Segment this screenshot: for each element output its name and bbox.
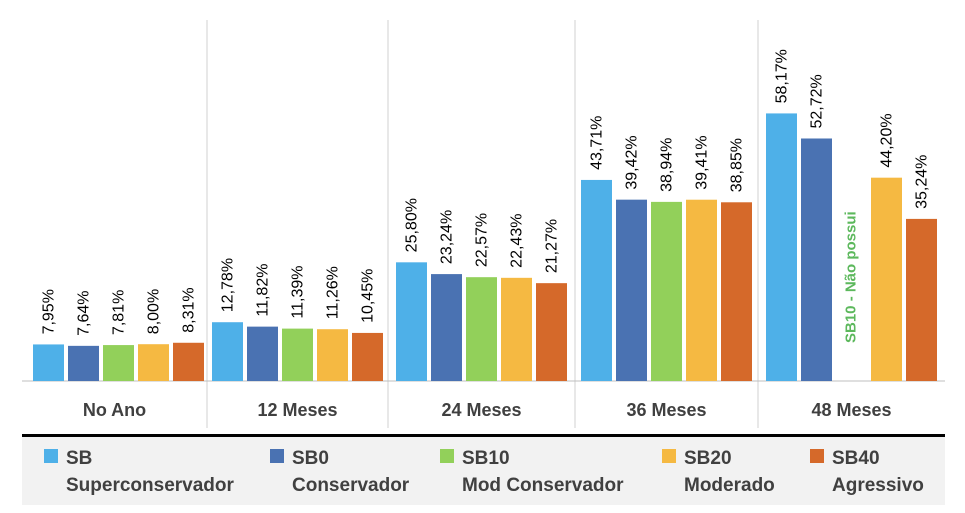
bar-sb20-12-meses [317, 329, 348, 381]
legend-label-sb0-line2: Conservador [292, 475, 410, 496]
category-label-36-meses: 36 Meses [626, 400, 706, 420]
data-label-sb20-12-meses: 11,26% [325, 266, 342, 319]
annotation-sb10-missing: SB10 - Não possui [842, 211, 859, 343]
data-label-sb10-no-ano: 7,81% [111, 290, 128, 335]
bar-sb0-36-meses [616, 199, 647, 381]
bar-sb20-48-meses [871, 177, 902, 381]
data-label-sb-no-ano: 7,95% [41, 289, 58, 334]
legend: SB Superconservador SB0 Conservador SB10 Mo… [22, 434, 945, 505]
bar-sb10-36-meses [651, 201, 682, 381]
data-label-sb0-48-meses: 52,72% [809, 74, 826, 128]
data-label-sb10-12-meses: 11,39% [290, 266, 307, 319]
bar-chart: 7,95% 7,64% 7,81% 8,00% 8,31% No Ano 12,78% 11,… [22, 20, 945, 428]
legend-swatch-sb40 [810, 449, 824, 463]
bar-sb20-24-meses [501, 277, 532, 381]
legend-swatch-sb0 [270, 449, 284, 463]
bar-sb-36-meses [581, 179, 612, 381]
data-label-sb-36-meses: 43,71% [589, 116, 606, 170]
bar-sb-24-meses [396, 262, 427, 381]
legend-label-sb10-line2: Mod Conservador [462, 475, 624, 496]
category-label-24-meses: 24 Meses [441, 400, 521, 420]
category-label-no-ano: No Ano [83, 400, 146, 420]
data-label-sb0-36-meses: 39,42% [624, 135, 641, 189]
legend-label-sb0: SB0 [292, 448, 329, 469]
bar-sb0-12-meses [247, 326, 278, 381]
bar-sb40-12-meses [352, 332, 383, 381]
bar-sb40-24-meses [536, 283, 567, 381]
data-label-sb40-36-meses: 38,85% [729, 138, 746, 192]
bar-sb0-24-meses [431, 274, 462, 381]
legend-label-sb-line2: Superconservador [66, 475, 234, 496]
data-label-sb40-12-meses: 10,45% [360, 269, 377, 323]
legend-label-sb40: SB40 [832, 448, 880, 469]
category-label-48-meses: 48 Meses [811, 400, 891, 420]
data-label-sb40-no-ano: 8,31% [181, 287, 198, 332]
bar-sb20-36-meses [686, 199, 717, 381]
data-label-sb40-48-meses: 35,24% [914, 155, 931, 209]
legend-label-sb10: SB10 [462, 448, 510, 469]
bar-sb10-no-ano [103, 345, 134, 381]
data-label-sb20-24-meses: 22,43% [509, 214, 526, 268]
legend-label-sb20-line2: Moderado [684, 475, 775, 496]
bar-sb40-no-ano [173, 342, 204, 381]
bar-sb-12-meses [212, 322, 243, 381]
category-label-12-meses: 12 Meses [257, 400, 337, 420]
bar-sb-no-ano [33, 344, 64, 381]
legend-label-sb20: SB20 [684, 448, 732, 469]
legend-swatch-sb10 [440, 449, 454, 463]
legend-swatch-sb [44, 449, 58, 463]
data-label-sb-48-meses: 58,17% [774, 49, 791, 103]
bar-sb40-48-meses [906, 218, 937, 381]
legend-swatch-sb20 [662, 449, 676, 463]
data-label-sb-24-meses: 25,80% [404, 198, 421, 252]
data-label-sb20-no-ano: 8,00% [146, 289, 163, 334]
bar-sb10-24-meses [466, 277, 497, 381]
data-label-sb0-12-meses: 11,82% [255, 264, 272, 317]
data-label-sb-12-meses: 12,78% [220, 258, 237, 312]
data-label-sb40-24-meses: 21,27% [544, 219, 561, 273]
bar-sb-48-meses [766, 113, 797, 381]
data-label-sb20-48-meses: 44,20% [879, 113, 896, 167]
data-label-sb0-no-ano: 7,64% [76, 290, 93, 335]
bar-sb40-36-meses [721, 202, 752, 381]
bar-sb10-12-meses [282, 328, 313, 381]
bar-sb20-no-ano [138, 344, 169, 381]
data-label-sb20-36-meses: 39,41% [694, 135, 711, 189]
data-label-sb0-24-meses: 23,24% [439, 210, 456, 264]
bar-sb0-no-ano [68, 345, 99, 381]
bar-sb0-48-meses [801, 138, 832, 381]
legend-label-sb40-line2: Agressivo [832, 475, 924, 496]
data-label-sb10-24-meses: 22,57% [474, 213, 491, 267]
legend-label-sb: SB [66, 448, 93, 469]
data-label-sb10-36-meses: 38,94% [659, 138, 676, 192]
